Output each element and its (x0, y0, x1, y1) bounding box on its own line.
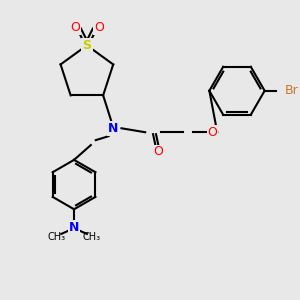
Text: N: N (69, 220, 79, 233)
Text: O: O (207, 126, 217, 139)
Text: CH₃: CH₃ (47, 232, 65, 242)
Text: Br: Br (284, 84, 298, 97)
Text: N: N (108, 122, 119, 135)
Text: CH₃: CH₃ (83, 232, 101, 242)
Text: O: O (94, 21, 104, 34)
Text: O: O (70, 21, 80, 34)
Text: S: S (82, 39, 91, 52)
Text: O: O (153, 146, 163, 158)
